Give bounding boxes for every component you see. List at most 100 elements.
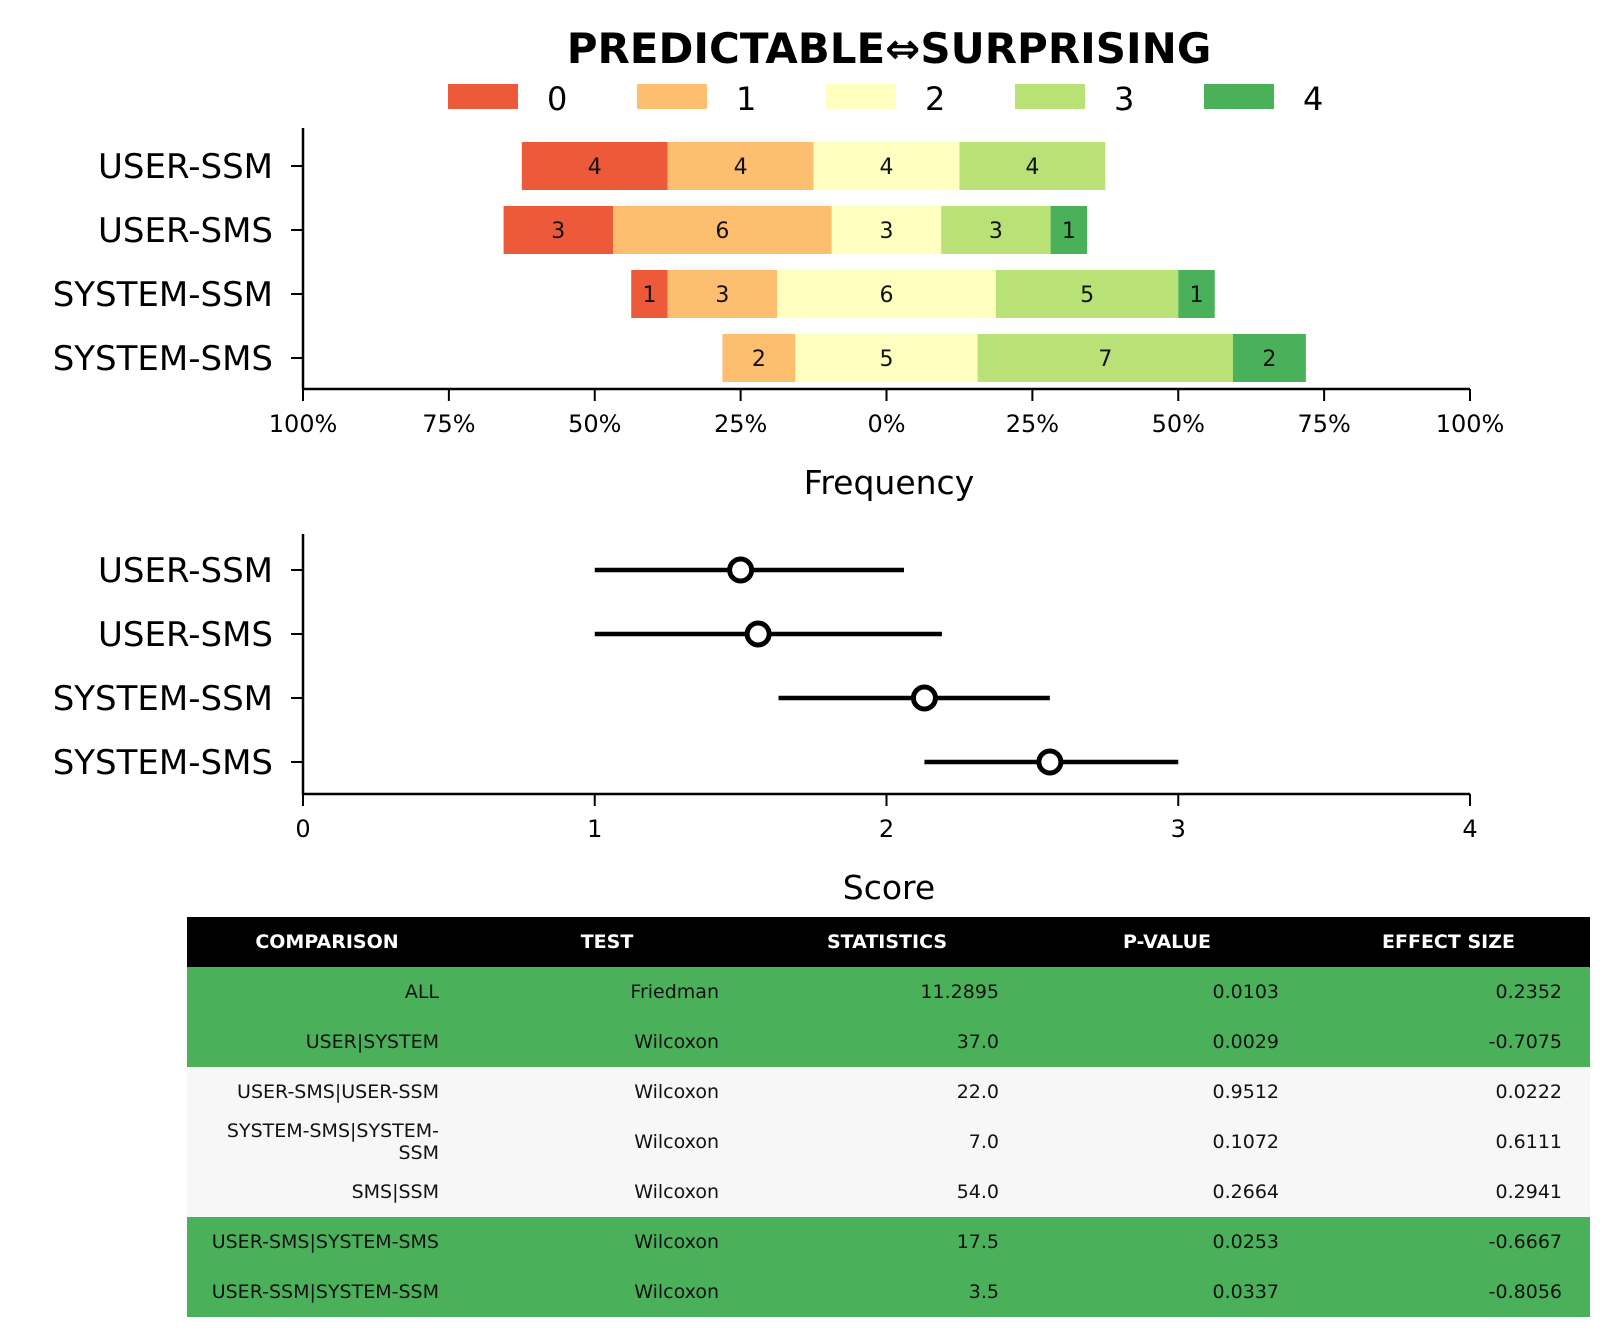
- table-cell: ALL: [187, 967, 467, 1017]
- bar-segment: [612, 206, 832, 254]
- table-cell: Wilcoxon: [467, 1117, 747, 1167]
- table-row: SMS|SSM Wilcoxon 54.0 0.2664 0.2941: [187, 1167, 1590, 1217]
- table-cell: USER-SSM|SYSTEM-SSM: [187, 1267, 467, 1317]
- legend-label: 3: [1114, 80, 1134, 118]
- bar-segment: [722, 334, 796, 382]
- table-cell: 0.0103: [1027, 967, 1307, 1017]
- bar-segment: [1050, 206, 1088, 254]
- table-cell: USER-SMS|USER-SSM: [187, 1067, 467, 1117]
- x-tick-label: 0: [295, 815, 310, 843]
- x-tick-label: 1: [587, 815, 602, 843]
- table-cell: 22.0: [747, 1067, 1027, 1117]
- table-cell: 0.9512: [1027, 1067, 1307, 1117]
- likert-bar-chart: 4 4 4 4 USER-SSM 3 6 3 3 1 USER-SMS 1 3 6 5 1 SYSTEM-SSM…: [53, 128, 1505, 438]
- table-cell: Wilcoxon: [467, 1167, 747, 1217]
- chart-title: PREDICTABLE⇔SURPRISING: [567, 24, 1212, 73]
- bar-segment-label: 1: [1062, 219, 1076, 244]
- table-cell: 11.2895: [747, 967, 1027, 1017]
- column-header: TEST: [467, 917, 747, 967]
- mean-point: [1036, 748, 1064, 776]
- legend-label: 2: [925, 80, 945, 118]
- legend-swatch: [637, 84, 707, 109]
- statistics-table: COMPARISON TEST STATISTICS P-VALUE EFFEC…: [187, 917, 1590, 1317]
- column-header: P-VALUE: [1027, 917, 1307, 967]
- legend: 0 1 2 3 4: [448, 80, 1323, 118]
- score-chart-xlabel: Score: [843, 868, 935, 907]
- bar-segment-label: 6: [880, 283, 894, 308]
- x-tick-label: 2: [879, 815, 894, 843]
- x-tick-label: 0%: [867, 410, 905, 438]
- legend-swatch: [448, 84, 518, 109]
- score-chart: USER-SSM USER-SMS SYSTEM-SSM SYSTEM-SMS 0 1 2 3…: [53, 534, 1478, 843]
- table-cell: 37.0: [747, 1017, 1027, 1067]
- bar-segment-label: 3: [989, 219, 1003, 244]
- column-header: STATISTICS: [747, 917, 1027, 967]
- table-header-row: COMPARISON TEST STATISTICS P-VALUE EFFEC…: [187, 917, 1590, 967]
- y-tick-label: USER-SSM: [98, 147, 273, 187]
- table-cell: SYSTEM-SMS|SYSTEM-SSM: [187, 1117, 467, 1167]
- x-tick-label: 100%: [1436, 410, 1505, 438]
- legend-label: 4: [1303, 80, 1323, 118]
- y-tick-label: USER-SSM: [98, 551, 273, 591]
- y-tick-label: USER-SMS: [98, 211, 273, 251]
- table-cell: 0.0222: [1307, 1067, 1590, 1117]
- table-cell: 0.1072: [1027, 1117, 1307, 1167]
- table-cell: Wilcoxon: [467, 1267, 747, 1317]
- mean-point: [727, 556, 755, 584]
- bar-segment-label: 3: [715, 283, 729, 308]
- table-row: SYSTEM-SMS|SYSTEM-SSM Wilcoxon 7.0 0.1072 0.…: [187, 1117, 1590, 1167]
- x-tick-label: 3: [1171, 815, 1186, 843]
- y-tick-label: SYSTEM-SMS: [53, 743, 273, 783]
- table-cell: 0.6111: [1307, 1117, 1590, 1167]
- table-cell: Friedman: [467, 967, 747, 1017]
- y-tick-label: SYSTEM-SMS: [53, 339, 273, 379]
- table-cell: 0.0253: [1027, 1217, 1307, 1267]
- x-tick-label: 50%: [568, 410, 621, 438]
- bar-segment: [667, 270, 778, 318]
- x-tick-label: 25%: [714, 410, 767, 438]
- bar-segment-label: 4: [880, 155, 894, 180]
- y-tick-label: SYSTEM-SSM: [53, 275, 273, 315]
- x-tick-label: 75%: [1297, 410, 1350, 438]
- bar-segment-label: 2: [1262, 347, 1276, 372]
- table-cell: -0.6667: [1307, 1217, 1590, 1267]
- bar-segment: [1232, 334, 1306, 382]
- table-row: USER-SMS|SYSTEM-SMS Wilcoxon 17.5 0.0253 -0.…: [187, 1217, 1590, 1267]
- legend-label: 1: [736, 80, 756, 118]
- legend-swatch: [1015, 84, 1085, 109]
- bar-segment: [941, 206, 1051, 254]
- table-row: USER-SSM|SYSTEM-SSM Wilcoxon 3.5 0.0337 -0.8…: [187, 1267, 1590, 1317]
- table-cell: 0.0029: [1027, 1017, 1307, 1067]
- y-tick-label: USER-SMS: [98, 615, 273, 655]
- table-cell: 0.2352: [1307, 967, 1590, 1017]
- bar-segment-label: 3: [880, 219, 894, 244]
- table-cell: Wilcoxon: [467, 1217, 747, 1267]
- x-tick-label: 100%: [269, 410, 338, 438]
- bar-segment-label: 5: [1080, 283, 1094, 308]
- table-row: USER|SYSTEM Wilcoxon 37.0 0.0029 -0.7075: [187, 1017, 1590, 1067]
- mean-point: [910, 684, 938, 712]
- x-tick-label: 25%: [1006, 410, 1059, 438]
- bar-chart-xlabel: Frequency: [804, 463, 974, 502]
- table-cell: 3.5: [747, 1267, 1027, 1317]
- legend-swatch: [826, 84, 896, 109]
- bar-segment-label: 1: [1189, 283, 1203, 308]
- x-tick-label: 4: [1462, 815, 1477, 843]
- table-cell: -0.7075: [1307, 1017, 1590, 1067]
- bar-segment-label: 3: [551, 219, 565, 244]
- bar-segment-label: 5: [880, 347, 894, 372]
- bar-segment: [631, 270, 668, 318]
- table-cell: USER-SMS|SYSTEM-SMS: [187, 1217, 467, 1267]
- y-tick-label: SYSTEM-SSM: [53, 679, 273, 719]
- table-cell: 17.5: [747, 1217, 1027, 1267]
- x-tick-label: 50%: [1152, 410, 1205, 438]
- table-cell: 0.2664: [1027, 1167, 1307, 1217]
- table-row: USER-SMS|USER-SSM Wilcoxon 22.0 0.9512 0.022…: [187, 1067, 1590, 1117]
- column-header: COMPARISON: [187, 917, 467, 967]
- table-cell: 54.0: [747, 1167, 1027, 1217]
- x-tick-label: 75%: [422, 410, 475, 438]
- bar-segment: [831, 206, 942, 254]
- table-cell: 0.0337: [1027, 1267, 1307, 1317]
- table-row: ALL Friedman 11.2895 0.0103 0.2352: [187, 967, 1590, 1017]
